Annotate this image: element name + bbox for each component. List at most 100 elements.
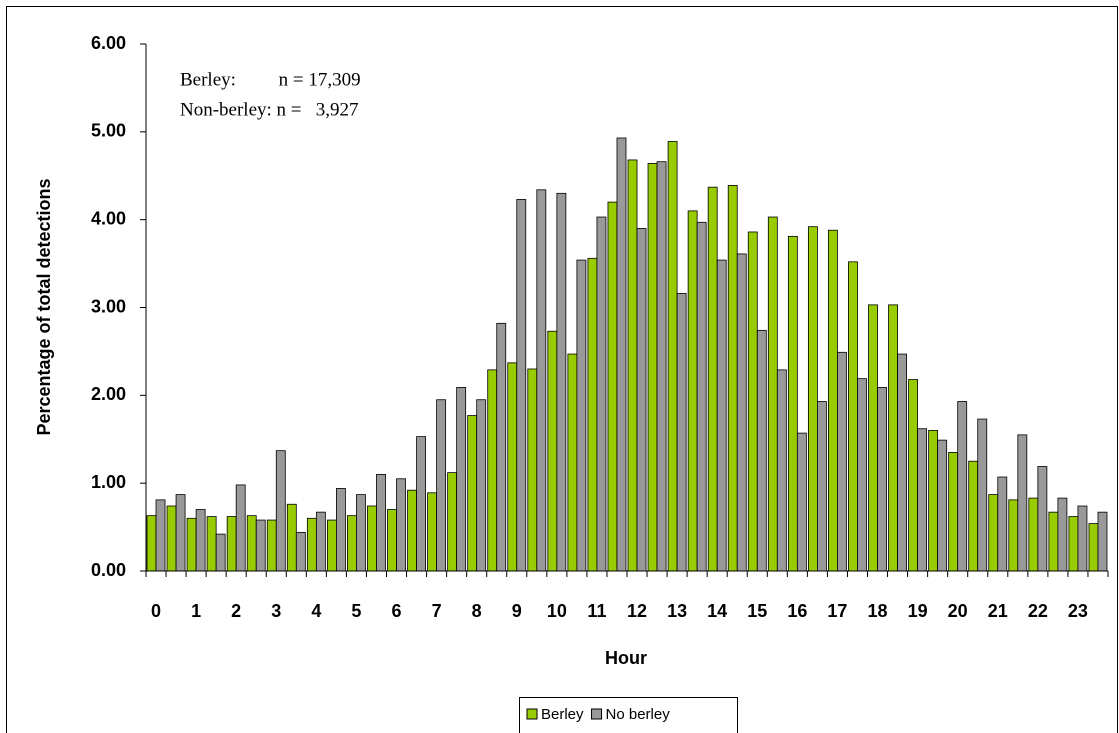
bar [707, 186, 718, 572]
bar [166, 505, 177, 572]
bar [756, 329, 767, 572]
bar [908, 379, 919, 572]
bar [848, 261, 858, 572]
bar [957, 401, 968, 572]
x-tick-label: 5 [351, 601, 361, 621]
bar [837, 351, 847, 572]
bar [997, 476, 1008, 572]
y-tick-label: 0.00 [91, 560, 126, 580]
x-tick-label: 14 [707, 601, 727, 621]
bar [1088, 523, 1099, 572]
x-tick-label: 15 [747, 601, 767, 621]
bar [877, 387, 887, 572]
bar [897, 353, 907, 572]
bar [246, 515, 257, 572]
bar [696, 221, 707, 572]
x-tick-label: 23 [1068, 601, 1088, 621]
y-tick-label: 1.00 [91, 472, 126, 492]
bar [607, 201, 618, 572]
bar [948, 452, 959, 572]
legend-swatch [526, 708, 538, 720]
bar [1077, 505, 1088, 572]
bar [286, 503, 297, 572]
bar [536, 189, 547, 572]
bar [447, 472, 458, 572]
annotation: Non-berley: n = 3,927 [180, 99, 359, 120]
y-tick-label: 3.00 [91, 296, 126, 316]
x-tick-label: 17 [827, 601, 847, 621]
legend-label: Berley [541, 706, 584, 723]
bar [596, 216, 607, 572]
bar [767, 216, 778, 572]
bar [968, 460, 979, 572]
y-axis-title: Percentage of total detections [34, 178, 54, 435]
bar [407, 489, 417, 572]
bar [917, 428, 928, 572]
x-tick-label: 0 [151, 601, 161, 621]
bar [736, 253, 747, 572]
bar [687, 210, 698, 572]
bar [1097, 511, 1108, 572]
x-tick-label: 3 [271, 601, 281, 621]
bar [828, 229, 838, 572]
bar [1008, 499, 1019, 572]
bar [476, 399, 487, 572]
x-tick-label: 20 [948, 601, 968, 621]
bar [1068, 516, 1079, 572]
bar [567, 353, 578, 572]
bar [616, 137, 627, 572]
x-tick-label: 18 [868, 601, 888, 621]
bar [727, 185, 738, 572]
bar [255, 519, 266, 572]
bar [977, 418, 988, 572]
bar [807, 226, 818, 572]
x-tick-label: 13 [667, 601, 687, 621]
bar [275, 450, 286, 572]
bar [988, 494, 999, 572]
bar [315, 511, 326, 572]
bar [716, 259, 727, 572]
bar [656, 161, 667, 572]
bar [235, 484, 246, 572]
bar [507, 362, 518, 572]
bar [416, 436, 426, 572]
bar [747, 231, 758, 572]
bar [1037, 466, 1048, 572]
x-tick-label: 1 [191, 601, 201, 621]
bar [456, 387, 467, 572]
bar [396, 478, 406, 572]
bar [647, 163, 658, 572]
bar [387, 509, 397, 572]
x-tick-label: 12 [627, 601, 647, 621]
legend-label: No berley [606, 706, 671, 723]
bar [427, 492, 438, 572]
bar [206, 516, 217, 572]
bar [857, 378, 867, 572]
bar [576, 259, 587, 572]
bar [516, 199, 527, 572]
x-tick-label: 10 [547, 601, 567, 621]
bar [556, 192, 567, 572]
bar [928, 430, 939, 572]
bar [335, 488, 346, 572]
x-tick-label: 21 [988, 601, 1008, 621]
x-tick-label: 6 [392, 601, 402, 621]
x-tick-label: 19 [908, 601, 928, 621]
bar [215, 533, 226, 572]
bar [547, 330, 558, 572]
bar [306, 517, 317, 572]
bar [186, 517, 197, 572]
x-tick-label: 11 [587, 601, 606, 621]
bar [667, 141, 678, 572]
bar [266, 519, 277, 572]
bar [787, 235, 798, 572]
bar [295, 531, 306, 572]
annotation: Berley: n = 17,309 [180, 69, 361, 90]
x-tick-label: 2 [231, 601, 241, 621]
bar [1028, 497, 1039, 572]
bar [356, 494, 366, 572]
legend-swatch [591, 708, 603, 720]
bar [467, 415, 478, 572]
bar [587, 257, 598, 572]
